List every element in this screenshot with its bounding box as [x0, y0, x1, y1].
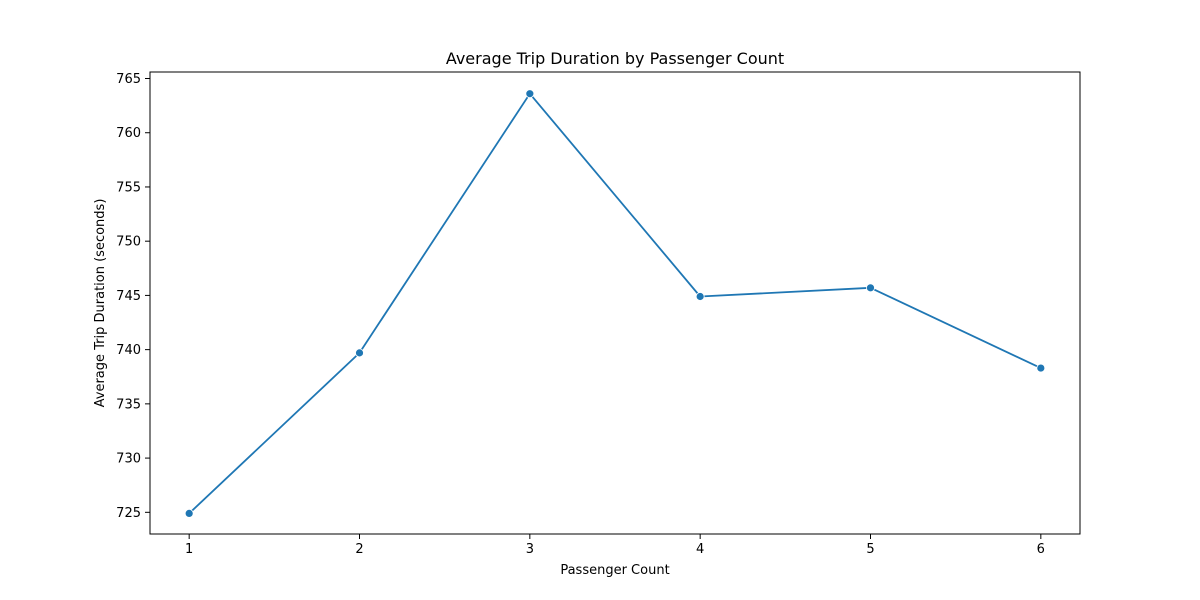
- x-tick-label: 4: [696, 542, 704, 557]
- x-tick-label: 2: [355, 542, 363, 557]
- y-tick-label: 765: [116, 72, 141, 87]
- plot-frame: [149, 71, 1081, 535]
- y-tick-label: 725: [116, 506, 141, 521]
- x-axis-label: Passenger Count: [560, 563, 669, 578]
- y-tick-label: 760: [116, 126, 141, 141]
- x-tick-label: 3: [526, 542, 534, 557]
- y-tick-label: 740: [116, 343, 141, 358]
- data-point: [525, 89, 535, 99]
- y-tick-label: 755: [116, 180, 141, 195]
- data-point: [184, 508, 194, 518]
- data-point: [355, 348, 364, 358]
- plot-area: 1 2 3 4 5 6 725 730 735 740 745 750 755 760 765: [116, 72, 1046, 557]
- data-point: [1036, 363, 1046, 373]
- y-tick-label: 745: [116, 289, 141, 304]
- x-tick-label: 5: [866, 542, 874, 557]
- y-axis-label: Average Trip Duration (seconds): [93, 199, 108, 408]
- x-tick-label: 1: [185, 542, 193, 557]
- y-tick-label: 735: [116, 397, 141, 412]
- chart-title: Average Trip Duration by Passenger Count: [446, 49, 784, 68]
- y-tick-label: 750: [116, 235, 141, 250]
- x-tick-label: 6: [1037, 542, 1045, 557]
- data-point: [695, 292, 705, 301]
- series-line: [188, 92, 1042, 515]
- y-tick-label: 730: [116, 452, 141, 467]
- data-point: [866, 283, 875, 293]
